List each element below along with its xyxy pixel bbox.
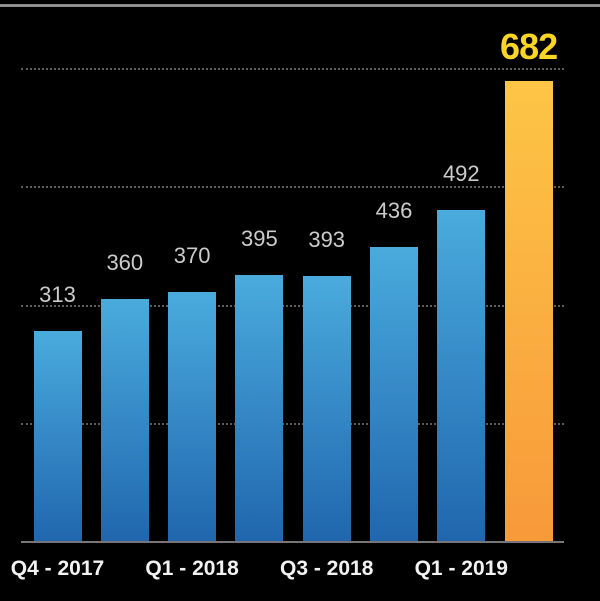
bar-value-label: 393 [308,227,346,253]
bar-value-label: 682 [500,26,558,68]
gridline [21,186,564,189]
x-axis-label: Q1 - 2019 [414,557,508,580]
bar [33,330,82,542]
bar-value-label: 492 [442,160,480,186]
x-axis-label: Q4 - 2017 [10,557,105,580]
gridline [21,422,564,425]
bar [100,298,149,542]
gridline [21,68,564,70]
bar-value-label: 395 [241,226,278,252]
bar [437,209,486,542]
x-axis-label: Q1 - 2018 [145,557,239,580]
top-border-line [0,4,600,7]
bar-value-label: 313 [39,281,76,307]
bar-value-label: 370 [173,242,211,268]
x-axis-label: Q3 - 2018 [279,557,374,580]
bar-highlighted [504,81,553,542]
x-axis-line [21,541,564,543]
bar [370,247,418,542]
gridline [21,304,564,307]
bar-value-label: 436 [375,198,413,224]
bar [302,276,351,542]
bar [235,275,284,542]
bar-value-label: 360 [106,249,144,275]
bar [168,291,217,542]
